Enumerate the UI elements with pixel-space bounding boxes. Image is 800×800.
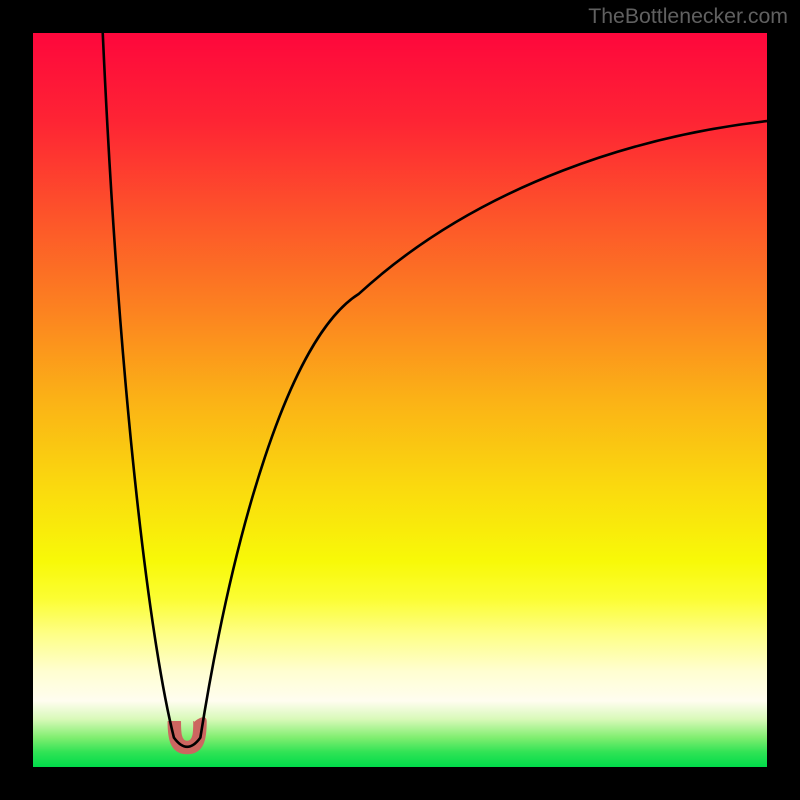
watermark-text: TheBottlenecker.com <box>588 4 788 29</box>
gradient-background <box>33 33 767 767</box>
chart-canvas: TheBottlenecker.com <box>0 0 800 800</box>
plot-area <box>33 33 767 767</box>
